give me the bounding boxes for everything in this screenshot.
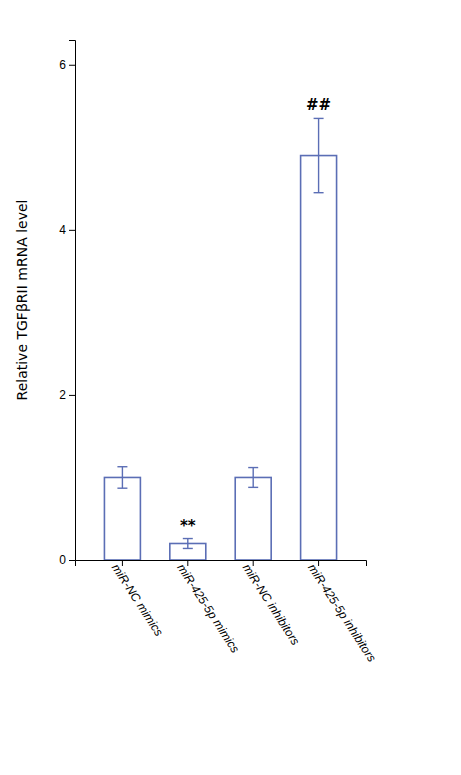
x-tick-label: miR-425-5p inhibitors: [305, 561, 379, 664]
error-bar: [183, 539, 193, 549]
chart-container: **##0246miR-NC mimicsmiR-425-5p mimicsmi…: [0, 0, 461, 775]
y-tick-label: 0: [59, 553, 66, 567]
x-tick: miR-NC mimics: [109, 560, 166, 639]
y-tick: 0: [59, 553, 75, 567]
annotations: ** ##: [180, 96, 331, 534]
marks: [104, 118, 336, 560]
y-tick-mark: [69, 65, 75, 66]
bar: [104, 477, 140, 560]
y-tick: 4: [59, 223, 75, 237]
y-tick: 6: [59, 58, 75, 72]
error-bar: [117, 467, 127, 488]
y-tick-label: 2: [59, 388, 66, 402]
annotation: ##: [306, 96, 331, 114]
error-bar-stem: [187, 539, 188, 549]
x-tick: miR-NC inhibitors: [240, 560, 303, 648]
error-bar-cap: [183, 548, 193, 549]
x-tick-label: miR-NC mimics: [109, 561, 166, 639]
y-tick-mark: [69, 230, 75, 231]
error-bar-cap: [314, 118, 324, 119]
error-bar-cap: [248, 467, 258, 468]
error-bar-cap: [183, 538, 193, 539]
error-bar-cap: [314, 192, 324, 193]
chart-svg: **##0246miR-NC mimicsmiR-425-5p mimicsmi…: [0, 0, 461, 775]
error-bar: [314, 118, 324, 192]
y-axis: 0 2 4 6: [59, 41, 75, 568]
x-axis: miR-NC mimicsmiR-425-5p mimicsmiR-NC inh…: [76, 560, 379, 664]
y-tick-label: 6: [59, 58, 66, 72]
y-tick: 2: [59, 388, 75, 402]
y-tick-label: 4: [59, 223, 66, 237]
y-axis-line: [69, 41, 76, 561]
x-tick-label: miR-NC inhibitors: [240, 561, 303, 647]
bar: [301, 156, 337, 560]
annotation: **: [180, 517, 196, 535]
error-bar-stem: [318, 118, 319, 192]
y-tick-mark: [69, 560, 75, 561]
error-bar-cap: [117, 466, 127, 467]
error-bar-stem: [252, 468, 253, 488]
bar: [235, 477, 271, 560]
error-bar-cap: [117, 487, 127, 488]
x-tick-label: miR-425-5p mimics: [174, 561, 242, 655]
y-axis-title: Relative TGFβRII mRNA level: [14, 200, 30, 401]
plot: **##0246miR-NC mimicsmiR-425-5p mimicsmi…: [14, 41, 379, 665]
error-bar: [248, 468, 258, 488]
x-tick: miR-425-5p mimics: [174, 560, 242, 656]
error-bar-cap: [248, 487, 258, 488]
y-tick-mark: [69, 395, 75, 396]
error-bar-stem: [122, 467, 123, 488]
x-tick: miR-425-5p inhibitors: [305, 560, 379, 664]
